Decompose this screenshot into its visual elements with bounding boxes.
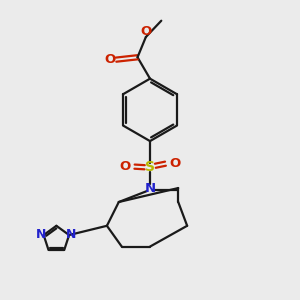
Text: O: O xyxy=(104,52,116,66)
Text: N: N xyxy=(36,228,46,241)
Text: O: O xyxy=(140,25,152,38)
Text: O: O xyxy=(119,160,131,173)
Text: N: N xyxy=(66,228,76,241)
Text: S: S xyxy=(145,160,155,174)
Text: O: O xyxy=(169,157,181,170)
Text: N: N xyxy=(144,182,156,194)
